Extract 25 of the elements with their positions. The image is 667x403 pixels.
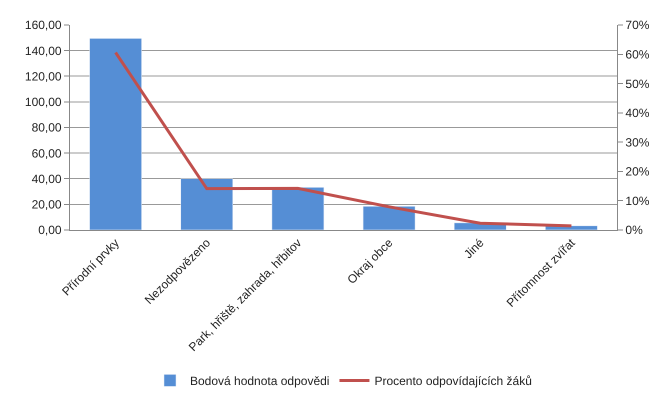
y-tick-label: 160,00: [24, 18, 62, 32]
x-tick-label: Jiné: [461, 236, 487, 262]
y2-tick-label: 30%: [625, 135, 650, 150]
y-tick-label: 60,00: [32, 146, 62, 160]
bar: [89, 38, 142, 230]
y-tick-label: 20,00: [32, 198, 62, 212]
y2-tick-label: 70%: [625, 18, 650, 32]
y2-tick-label: 10%: [625, 194, 650, 208]
y-tick-label: 140,00: [24, 44, 62, 58]
y2-tick-label: 60%: [625, 47, 650, 62]
y2-tick-label: 20%: [625, 164, 650, 179]
y-tick-label: 0,00: [38, 223, 62, 238]
legend-label: Bodová hodnota odpovědi: [190, 374, 330, 388]
bar: [362, 206, 416, 230]
y-tick-label: 40,00: [32, 172, 62, 186]
y2-tick-label: 0%: [625, 223, 644, 238]
y-tick-label: 120,00: [24, 69, 62, 84]
line-series: [114, 51, 573, 228]
legend-label: Procento odpovídajících žáků: [374, 374, 532, 388]
bar: [180, 178, 233, 230]
y-tick-label: 80,00: [32, 120, 62, 135]
y2-tick-label: 40%: [625, 106, 650, 120]
y2-tick-label: 50%: [625, 76, 650, 91]
bar: [272, 187, 324, 230]
y-tick-label: 100,00: [24, 95, 62, 110]
